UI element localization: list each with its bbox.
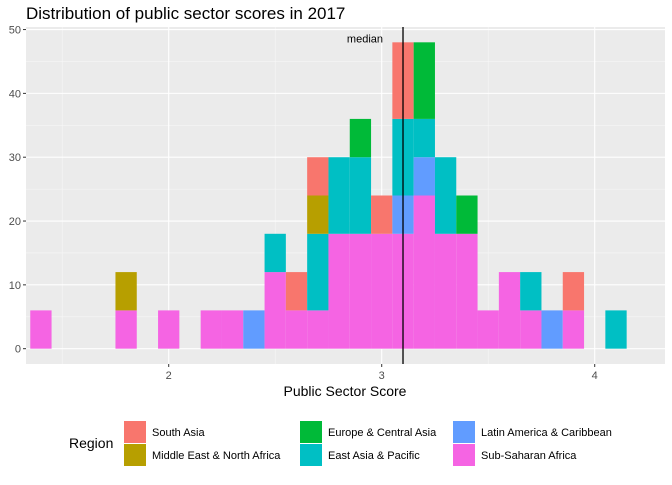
legend-label-middle-east-north-africa: Middle East & North Africa	[152, 450, 281, 462]
bar-segment-sub-saharan-africa	[498, 272, 521, 349]
bar-segment-sub-saharan-africa	[520, 310, 542, 349]
bar-segment-east-asia-pacific	[520, 272, 542, 311]
bar-segment-europe-central-asia	[456, 195, 478, 234]
bar-segment-sub-saharan-africa	[562, 310, 585, 349]
bar-segment-east-asia-pacific	[349, 157, 372, 234]
median-label: median	[347, 33, 383, 45]
x-axis: 2 3 4	[166, 364, 598, 382]
y-tick-label: 50	[9, 25, 21, 37]
bar-segment-sub-saharan-africa	[158, 310, 180, 349]
bar-segment-sub-saharan-africa	[413, 195, 435, 349]
x-tick-label: 2	[166, 370, 172, 382]
legend-label-sub-saharan-africa: Sub-Saharan Africa	[481, 450, 577, 462]
bar-segment-latin-america-caribbean	[243, 310, 265, 349]
legend-label-europe-central-asia: Europe & Central Asia	[328, 427, 437, 439]
bar-segment-sub-saharan-africa	[328, 233, 350, 349]
bar-segment-sub-saharan-africa	[456, 233, 478, 349]
bar-segment-sub-saharan-africa	[477, 310, 499, 349]
bar-segment-latin-america-caribbean	[541, 310, 563, 349]
legend-label-latin-america-caribbean: Latin America & Caribbean	[481, 427, 612, 439]
bar-segment-latin-america-caribbean	[413, 157, 435, 196]
bar-segment-south-asia	[307, 157, 329, 196]
bar-segment-south-asia	[562, 272, 585, 311]
bar-segment-south-asia	[371, 195, 393, 234]
y-tick-label: 30	[9, 152, 21, 164]
bar-segment-sub-saharan-africa	[30, 310, 52, 349]
legend: South Asia Middle East & North Africa Euro…	[124, 421, 612, 466]
y-axis: 0 10 20 30 40 50	[9, 25, 26, 356]
bar-segment-east-asia-pacific	[328, 157, 350, 234]
bar-segment-east-asia-pacific	[307, 233, 329, 311]
bar-segment-east-asia-pacific	[605, 310, 627, 349]
chart-title: Distribution of public sector scores in …	[26, 4, 345, 23]
x-tick-label: 3	[379, 370, 385, 382]
bar-segment-east-asia-pacific	[264, 233, 286, 273]
bar-segment-sub-saharan-africa	[285, 310, 308, 349]
bar-segment-europe-central-asia	[413, 42, 435, 119]
y-tick-label: 10	[9, 280, 21, 292]
y-tick-label: 40	[9, 88, 21, 100]
legend-swatch-middle-east-north-africa	[124, 444, 146, 466]
x-axis-label: Public Sector Score	[284, 383, 407, 399]
legend-swatch-sub-saharan-africa	[453, 444, 475, 466]
legend-label-east-asia-pacific: East Asia & Pacific	[328, 450, 420, 462]
y-tick-label: 0	[15, 344, 21, 356]
bar-segment-sub-saharan-africa	[115, 310, 137, 349]
legend-swatch-south-asia	[124, 421, 146, 443]
y-tick-label: 20	[9, 216, 21, 228]
bar-segment-middle-east-north-africa	[115, 272, 137, 311]
legend-swatch-latin-america-caribbean	[453, 421, 475, 443]
bar-segment-east-asia-pacific	[434, 157, 457, 234]
bar-segment-sub-saharan-africa	[349, 233, 372, 349]
bar-segment-sub-saharan-africa	[434, 233, 457, 349]
bar-segment-sub-saharan-africa	[264, 272, 286, 349]
bar-segment-middle-east-north-africa	[307, 195, 329, 234]
legend-title: Region	[69, 435, 113, 451]
bar-segment-sub-saharan-africa	[221, 310, 244, 349]
legend-label-south-asia: South Asia	[152, 427, 205, 439]
bar-segment-sub-saharan-africa	[371, 233, 393, 349]
bar-segment-sub-saharan-africa	[307, 310, 329, 349]
bar-segment-south-asia	[285, 272, 308, 311]
legend-swatch-east-asia-pacific	[300, 444, 322, 466]
legend-swatch-europe-central-asia	[300, 421, 322, 443]
bar-segment-europe-central-asia	[349, 118, 372, 158]
bar-segment-east-asia-pacific	[413, 118, 435, 158]
x-tick-label: 4	[592, 370, 598, 382]
bar-segment-sub-saharan-africa	[200, 310, 222, 349]
